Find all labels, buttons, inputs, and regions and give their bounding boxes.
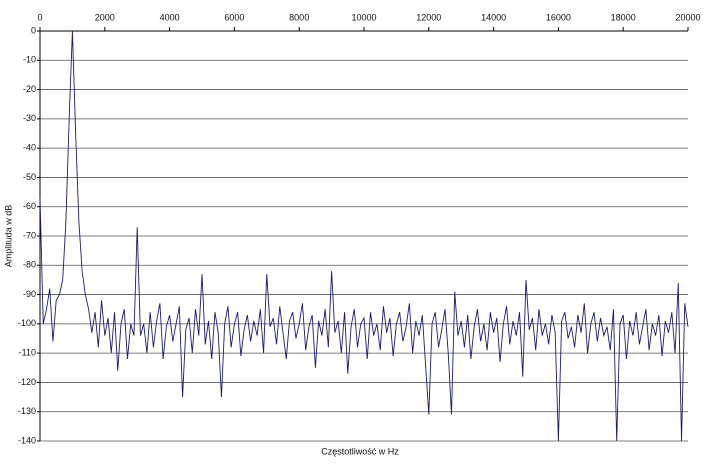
y-tick-label: -110 [19, 348, 36, 358]
y-tick-label: 0 [31, 25, 36, 35]
y-tick-label: -40 [23, 143, 36, 153]
x-tick-label: 12000 [416, 12, 441, 22]
x-tick-label: 6000 [224, 12, 244, 22]
y-tick-label: -60 [23, 201, 36, 211]
x-tick-label: 4000 [160, 12, 180, 22]
y-axis-title: Amplituda w dB [3, 205, 13, 268]
x-tick-label: 14000 [481, 12, 506, 22]
y-tick-label: -70 [23, 230, 36, 240]
x-tick-label: 18000 [611, 12, 636, 22]
x-tick-label: 8000 [289, 12, 309, 22]
y-tick-label: -50 [23, 172, 36, 182]
y-tick-label: -10 [23, 55, 36, 65]
y-tick-label: -20 [23, 84, 36, 94]
x-tick-label: 20000 [675, 12, 700, 22]
y-tick-label: -30 [23, 113, 36, 123]
y-tick-label: -140 [18, 435, 36, 445]
y-tick-label: -120 [18, 377, 36, 387]
y-tick-label: -100 [18, 318, 36, 328]
y-tick-label: -80 [23, 260, 36, 270]
x-axis-title: Częstotliwość w Hz [321, 446, 399, 456]
x-tick-label: 0 [37, 12, 42, 22]
spectrum-line [39, 30, 689, 442]
y-tick-label: -90 [23, 289, 36, 299]
x-tick-label: 10000 [351, 12, 376, 22]
y-tick-label: -130 [18, 406, 36, 416]
x-tick-label: 2000 [95, 12, 115, 22]
x-tick-label: 16000 [546, 12, 571, 22]
